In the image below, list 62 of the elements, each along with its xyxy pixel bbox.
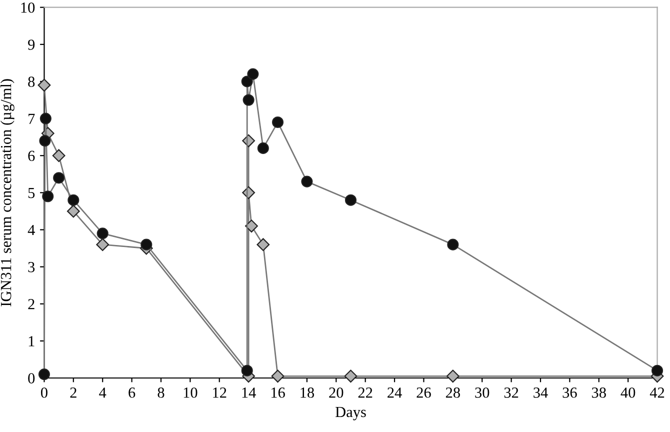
point: [42, 190, 54, 202]
x-tick-label: 42: [650, 388, 664, 398]
point: [271, 370, 284, 383]
point: [256, 238, 270, 252]
point: [272, 116, 284, 128]
x-tick-label: 24: [388, 388, 402, 398]
x-tick-label: 26: [416, 388, 431, 398]
point: [96, 228, 108, 240]
x-tick-label: 12: [213, 388, 226, 398]
point: [245, 220, 258, 232]
point: [68, 194, 80, 206]
x-tick-label: 32: [504, 388, 518, 398]
y-tick-label: 2: [28, 299, 34, 310]
y-tick-label: 10: [21, 2, 35, 13]
x-tick-label: 20: [329, 387, 344, 398]
point: [39, 135, 51, 147]
x-tick-label: 8: [158, 387, 164, 398]
point: [247, 68, 259, 80]
x-tick-label: 10: [184, 387, 198, 398]
y-tick-label: 5: [28, 188, 35, 198]
point: [241, 76, 253, 88]
point: [301, 176, 313, 188]
y-tick-label: 9: [28, 40, 35, 50]
x-tick-label: 2: [70, 388, 76, 398]
x-tick-label: 36: [562, 388, 577, 398]
y-axis-title: IGN311 serum concentration (µg/ml): [0, 79, 14, 306]
x-tick-label: 14: [242, 388, 256, 398]
point: [38, 78, 51, 92]
point: [447, 238, 459, 250]
x-tick-label: 38: [592, 387, 606, 398]
point: [257, 142, 269, 154]
point: [52, 149, 66, 162]
point: [40, 112, 52, 124]
x-tick-label: 28: [446, 387, 460, 398]
x-tick-label: 16: [271, 388, 285, 398]
point: [242, 94, 254, 106]
x-tick-label: 18: [300, 387, 314, 398]
y-tick-label: 6: [28, 150, 35, 162]
point: [66, 204, 80, 218]
point: [344, 194, 357, 206]
y-tick-label: 7: [28, 114, 35, 124]
x-tick-label: 4: [99, 388, 106, 398]
x-tick-label: 30: [475, 387, 490, 398]
point: [652, 364, 664, 376]
point: [53, 172, 65, 184]
x-tick-label: 40: [620, 387, 636, 398]
point: [140, 238, 152, 250]
x-tick-label: 22: [358, 388, 372, 398]
y-tick-label: 0: [28, 373, 35, 384]
y-tick-label: 3: [28, 262, 35, 272]
y-tick-label: 4: [28, 224, 35, 236]
x-tick-label: 6: [128, 388, 136, 398]
x-tick-label: 34: [534, 388, 548, 398]
point: [96, 238, 110, 252]
x-axis-title: Days: [335, 406, 366, 420]
y-tick-label: 1: [28, 336, 34, 346]
point: [241, 364, 253, 376]
point: [446, 370, 460, 383]
point: [344, 370, 358, 383]
x-tick-label: 0: [40, 387, 48, 398]
y-tick-label: 8: [28, 76, 35, 87]
point: [38, 368, 50, 380]
